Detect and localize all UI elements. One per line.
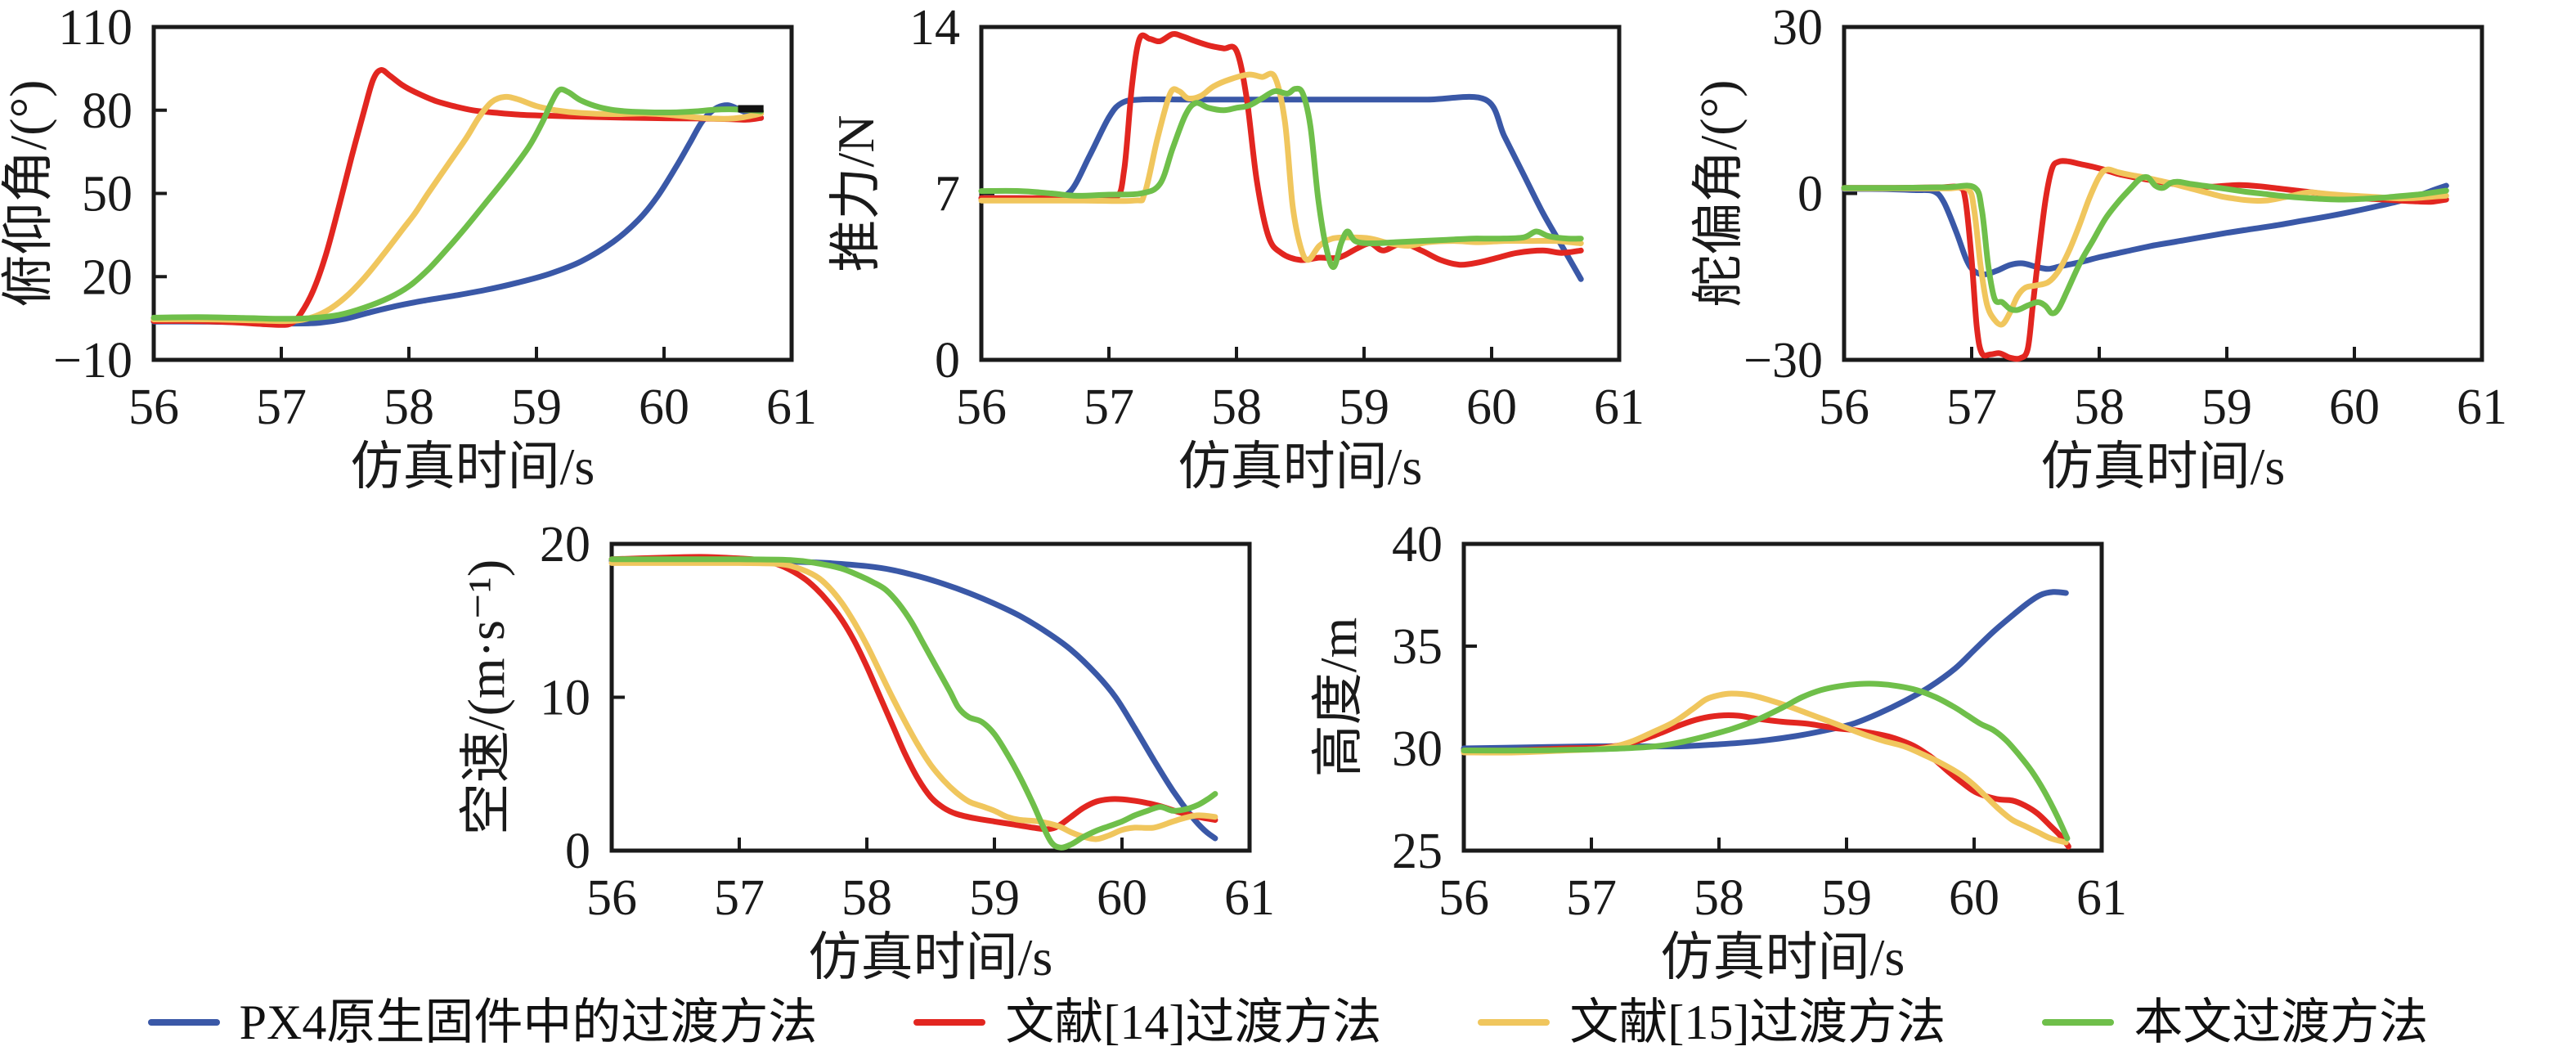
chart-airspeed: 56 57 58 59 60 61 0 10 20 仿真时间/s 空速/(m·s⁻¹) [457, 517, 1275, 986]
series-line-ref15 [1461, 690, 2069, 846]
series-line-ours [1841, 173, 2449, 317]
y-tick-label: 30 [1772, 0, 1823, 56]
y-tick-label: 14 [909, 0, 960, 56]
legend-line-swatch-px4 [147, 1019, 220, 1026]
series-line-ref15 [608, 559, 1218, 842]
legend-item-ref14: 文献[14]过渡方法 [913, 998, 1381, 1047]
x-tick-label: 57 [714, 870, 765, 926]
y-axis-label: 空速/(m·s⁻¹) [457, 559, 515, 835]
legend: PX4原生固件中的过渡方法 文献[14]过渡方法 文献[15]过渡方法 本文过渡方法 [0, 986, 2576, 1059]
series-line-px4 [978, 93, 1584, 282]
x-tick-label: 59 [511, 380, 562, 435]
chart-thrust: 56 57 58 59 60 61 0 7 14 仿真时间/s 推力/N [827, 0, 1645, 496]
x-tick-label: 56 [956, 380, 1007, 435]
x-tick-label: 57 [256, 380, 307, 435]
legend-line-swatch-ours [2042, 1019, 2115, 1026]
y-tick-label: 110 [58, 0, 132, 56]
y-tick-label: 0 [1797, 167, 1823, 222]
chart-altitude: 56 57 58 59 60 61 25 30 35 40 仿真时间/s 高度/m [1309, 517, 2127, 986]
chart-rudder-deflection: 56 57 58 59 60 61 −30 0 30 仿真时间/s 舵偏角/(°) [1690, 0, 2507, 496]
x-tick-label: 60 [1466, 380, 1517, 435]
y-tick-label: 30 [1392, 721, 1443, 777]
legend-item-ref15: 文献[15]过渡方法 [1478, 998, 1945, 1047]
x-tick-label: 56 [1819, 380, 1869, 435]
series-line-ours [608, 556, 1218, 851]
legend-line-swatch-ref14 [913, 1019, 986, 1026]
x-tick-label: 56 [1438, 870, 1489, 926]
series-line-ref14 [608, 554, 1218, 833]
x-tick-label: 58 [1694, 870, 1744, 926]
x-tick-label: 61 [2457, 380, 2507, 435]
x-axis-label: 仿真时间/s [2041, 438, 2286, 496]
x-axis-label: 仿真时间/s [351, 438, 595, 496]
legend-label-ref14: 文献[14]过渡方法 [1005, 995, 1382, 1049]
x-tick-label: 56 [586, 870, 637, 926]
x-tick-label: 60 [639, 380, 689, 435]
x-axis-label: 仿真时间/s [1178, 438, 1423, 496]
y-tick-label: 0 [565, 824, 590, 879]
y-tick-label: 80 [82, 83, 132, 139]
x-tick-label: 60 [2329, 380, 2380, 435]
y-tick-label: 50 [82, 167, 132, 222]
legend-label-ref15: 文献[15]过渡方法 [1569, 995, 1946, 1049]
y-tick-label: 20 [82, 249, 132, 305]
y-tick-label: 0 [935, 333, 960, 389]
series-line-px4 [150, 102, 765, 327]
x-tick-label: 59 [1821, 870, 1872, 926]
x-tick-label: 57 [1084, 380, 1134, 435]
series-line-ref15 [1841, 166, 2449, 328]
y-axis-label: 推力/N [827, 115, 885, 272]
y-axis-label: 舵偏角/(°) [1690, 80, 1748, 308]
chart-pitch-angle: 56 57 58 59 60 61 −10 20 50 80 110 仿真时间/s 俯仰角/(°) [0, 0, 817, 496]
y-tick-label: −30 [1744, 333, 1823, 389]
legend-item-ours: 本文过渡方法 [2042, 998, 2428, 1047]
legend-label-ours: 本文过渡方法 [2134, 995, 2429, 1049]
y-tick-label: 10 [540, 671, 590, 726]
x-tick-label: 58 [384, 380, 434, 435]
series-line-ref14 [1461, 712, 2071, 850]
x-axis-label: 仿真时间/s [809, 928, 1053, 986]
series-line-ours [150, 86, 765, 322]
y-axis-label: 俯仰角/(°) [0, 80, 57, 308]
series-line-ours [978, 85, 1584, 271]
series-line-ours [1461, 680, 2071, 842]
legend-line-swatch-ref15 [1478, 1019, 1551, 1026]
x-tick-label: 57 [1566, 870, 1617, 926]
legend-item-px4: PX4原生固件中的过渡方法 [147, 995, 818, 1049]
x-tick-label: 59 [969, 870, 1020, 926]
y-tick-label: 35 [1392, 619, 1443, 675]
legend-label-px4: PX4原生固件中的过渡方法 [239, 995, 818, 1049]
x-tick-label: 61 [2076, 870, 2127, 926]
x-tick-label: 61 [1594, 380, 1645, 435]
x-tick-label: 61 [1224, 870, 1275, 926]
x-tick-label: 60 [1097, 870, 1147, 926]
x-tick-label: 57 [1946, 380, 1997, 435]
series-line-ref14 [150, 67, 765, 328]
x-tick-label: 58 [841, 870, 892, 926]
series-line-px4 [1841, 182, 2449, 277]
series-line-ref15 [150, 93, 765, 325]
x-tick-label: 59 [1339, 380, 1389, 435]
x-axis-label: 仿真时间/s [1661, 928, 1905, 986]
y-axis-label: 高度/m [1309, 618, 1367, 778]
series-line-px4 [1461, 589, 2069, 752]
x-tick-label: 58 [2074, 380, 2125, 435]
y-tick-label: 40 [1392, 517, 1443, 573]
y-tick-label: 20 [540, 517, 590, 573]
series-line-ref14 [978, 31, 1584, 268]
plot-border [1461, 541, 2104, 853]
x-tick-label: 56 [128, 380, 179, 435]
x-tick-label: 60 [1949, 870, 1999, 926]
x-tick-label: 61 [766, 380, 817, 435]
x-tick-label: 59 [2201, 380, 2252, 435]
y-tick-label: 7 [935, 167, 960, 222]
y-tick-label: −10 [53, 333, 132, 389]
x-tick-label: 58 [1211, 380, 1262, 435]
plot-border [151, 25, 794, 362]
y-tick-label: 25 [1392, 824, 1443, 879]
